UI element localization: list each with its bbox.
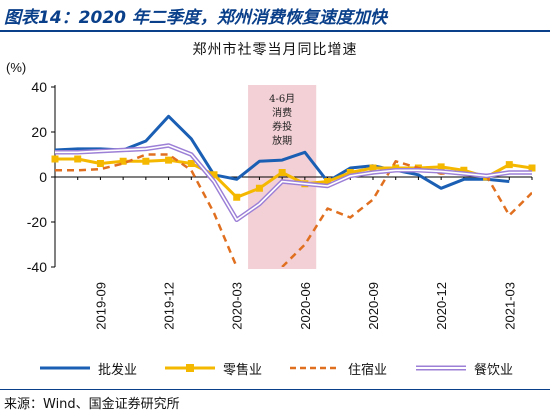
figure-title: 图表14：2020 年二季度，郑州消费恢复速度加快: [4, 8, 387, 28]
annotation-line: 4-6月: [269, 93, 295, 105]
x-tick-label: 2021-03: [502, 282, 517, 330]
x-tick-label: 2020-09: [366, 282, 381, 330]
footer-divider: [0, 389, 550, 390]
series-point-1: [210, 171, 218, 179]
series-point-1: [346, 169, 354, 176]
x-tick-label: 2020-12: [434, 282, 449, 330]
series-point-1: [278, 169, 286, 176]
series-point-1: [324, 178, 332, 185]
y-axis-unit-label: (%): [6, 60, 27, 75]
legend-swatch-accommodation: [290, 366, 340, 370]
y-tick-label: -40: [27, 259, 47, 275]
legend-item-catering: 餐饮业: [416, 357, 513, 379]
annotation-line: 放期: [272, 134, 292, 147]
series-point-1: [165, 156, 173, 164]
series-point-1: [505, 161, 513, 169]
legend-item-accommodation: 住宿业: [290, 357, 387, 379]
series-point-1: [255, 184, 263, 192]
series-point-1: [119, 157, 127, 165]
legend-label-wholesale: 批发业: [98, 362, 138, 378]
chart-title: 郑州市社零当月同比增速: [192, 42, 358, 58]
series-point-1: [460, 166, 468, 174]
legend-swatch-catering: [416, 365, 466, 371]
legend-item-wholesale: 批发业: [40, 357, 137, 379]
legend-label-catering: 餐饮业: [474, 362, 514, 378]
y-tick-label: 20: [31, 124, 47, 140]
title-divider: [0, 30, 550, 32]
annotation-line: 消费: [272, 106, 292, 119]
series-point-1: [51, 155, 59, 163]
series-point-1: [96, 160, 104, 167]
legend-swatch-retail: [165, 364, 215, 372]
series-point-1: [74, 155, 82, 163]
annotation-line: 券投: [272, 120, 292, 133]
legend-label-accommodation: 住宿业: [348, 362, 388, 378]
chart-legend: 批发业 零售业 住宿业 餐饮业: [0, 357, 550, 383]
series-line-1: [55, 157, 532, 199]
series-point-1: [369, 164, 377, 172]
series-point-1: [528, 164, 536, 172]
series-point-1: [187, 160, 195, 167]
series-point-1: [392, 164, 400, 172]
legend-swatch-wholesale: [40, 366, 90, 370]
x-tick-label: 2020-06: [298, 282, 313, 330]
source-note: 来源：Wind、国金证券研究所: [4, 397, 180, 412]
series-point-1: [142, 157, 150, 165]
y-tick-label: -20: [27, 214, 47, 230]
legend-label-retail: 零售业: [223, 362, 263, 378]
y-tick-label: 40: [31, 79, 47, 95]
x-tick-label: 2019-09: [93, 282, 108, 330]
series-line-0: [55, 114, 510, 190]
series-point-1: [233, 193, 241, 201]
series-point-1: [437, 163, 445, 171]
series-line-2: [281, 160, 532, 267]
x-tick-label: 2020-03: [230, 282, 245, 330]
legend-item-retail: 零售业: [165, 357, 262, 379]
series-line-2: [55, 153, 238, 267]
series-line-inner-3: [55, 144, 532, 221]
x-tick-label: 2019-12: [162, 282, 177, 330]
y-tick-label: 0: [39, 169, 47, 185]
